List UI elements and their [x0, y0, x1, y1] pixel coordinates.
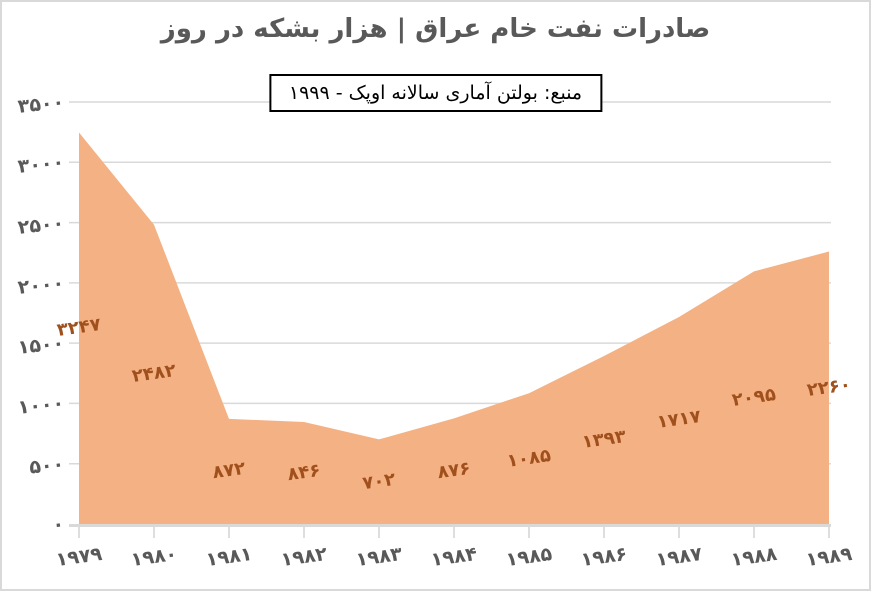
- source-note-box: منبع: بولتن آماری سالانه اوپک - ۱۹۹۹: [268, 74, 603, 112]
- y-axis-tick-label: ۲۵۰۰: [16, 211, 66, 239]
- area-series[interactable]: [79, 132, 829, 525]
- y-axis-tick-label: ۵۰۰: [28, 452, 66, 479]
- source-note-text: منبع: بولتن آماری سالانه اوپک - ۱۹۹۹: [288, 82, 583, 104]
- chart-title: صادرات نفت خام عراق | هزار بشکه در روز: [160, 14, 711, 44]
